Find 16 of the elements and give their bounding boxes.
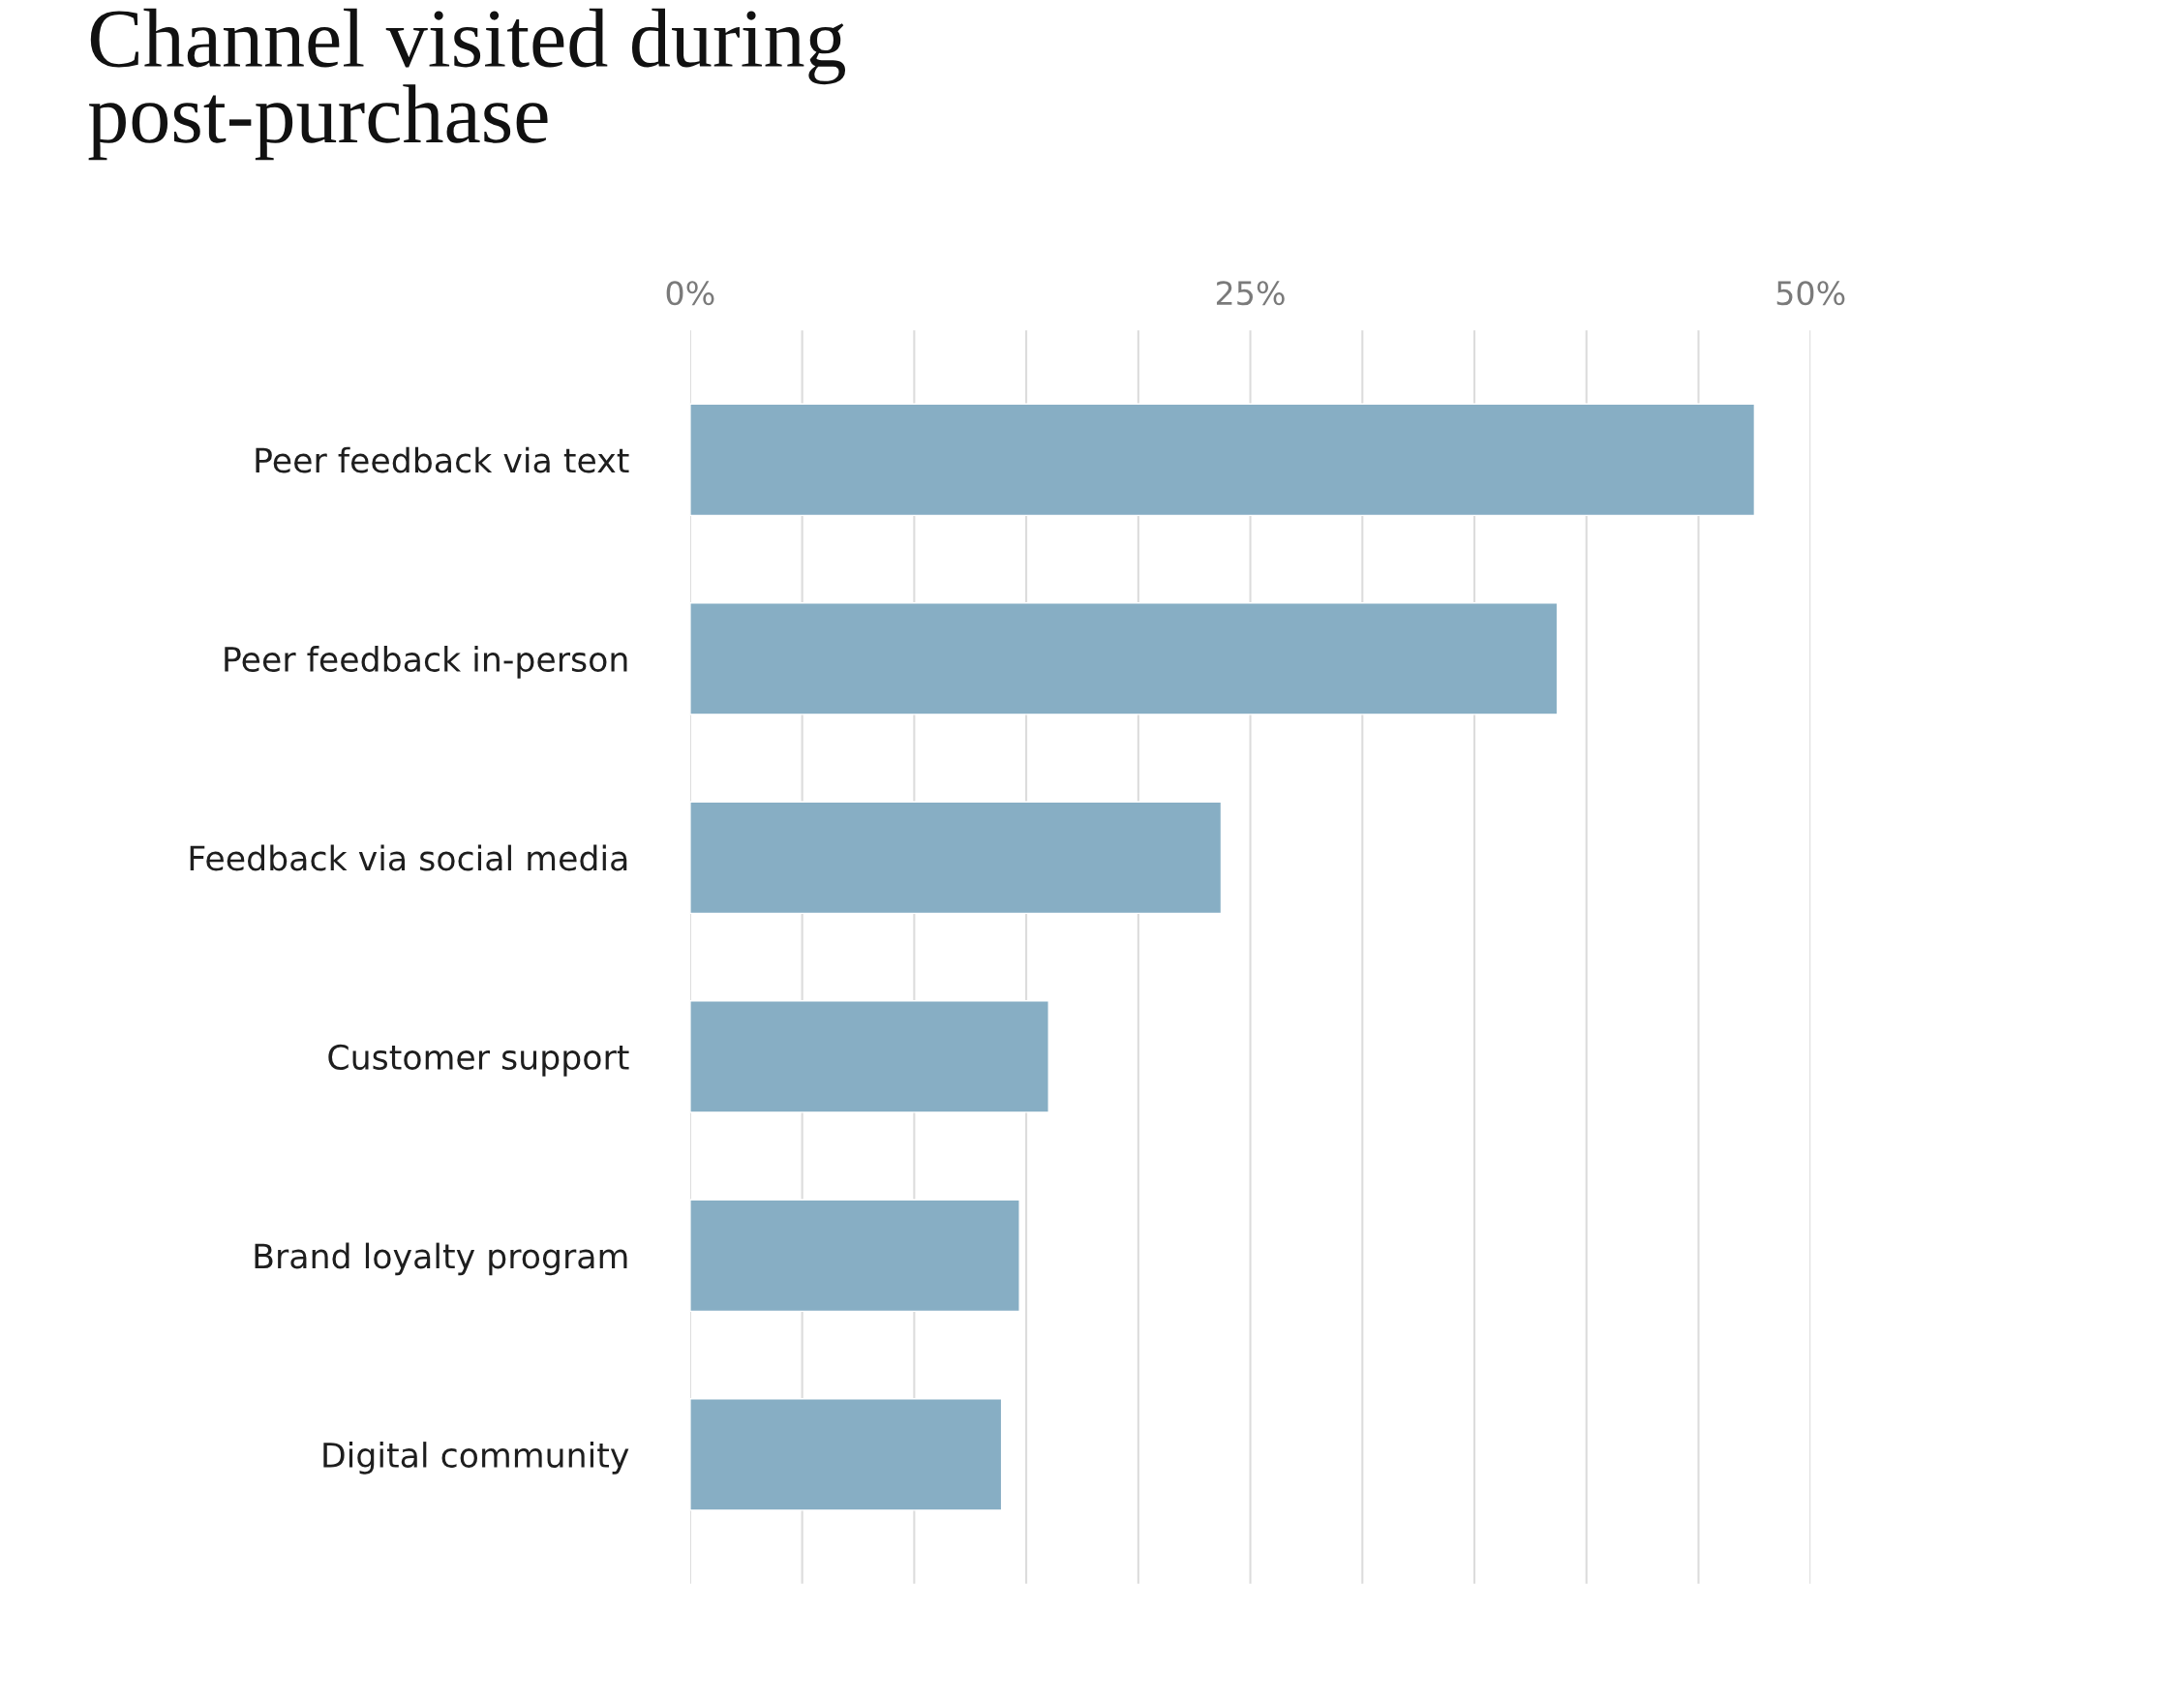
bar xyxy=(689,801,1223,915)
y-tick-label: Feedback via social media xyxy=(190,844,627,871)
y-tick-label: Peer feedback in-person xyxy=(225,646,627,679)
x-tick-label: 25% xyxy=(1216,281,1285,306)
bar xyxy=(689,403,1756,517)
bar xyxy=(689,602,1559,715)
x-tick-label: 50% xyxy=(1776,281,1845,306)
y-tick-label: Peer feedback via text xyxy=(256,446,629,473)
bar xyxy=(689,1199,1020,1313)
x-tick-label: 0% xyxy=(666,281,714,306)
chart-title: Channel visited during post-purchase xyxy=(88,8,846,161)
bar xyxy=(689,1398,1003,1511)
y-tick-label: Customer support xyxy=(328,1044,629,1077)
y-tick-label: Brand loyalty program xyxy=(255,1242,627,1276)
bar xyxy=(689,1000,1049,1113)
y-tick-label: Digital community xyxy=(323,1442,629,1475)
